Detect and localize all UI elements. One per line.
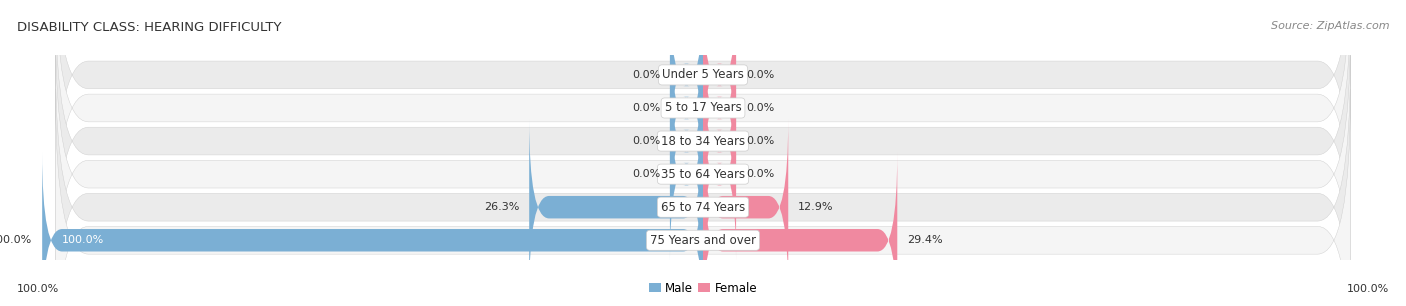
Text: 26.3%: 26.3%: [484, 202, 519, 212]
FancyBboxPatch shape: [703, 0, 737, 163]
FancyBboxPatch shape: [669, 0, 703, 163]
Text: 0.0%: 0.0%: [747, 70, 775, 80]
Text: 0.0%: 0.0%: [747, 169, 775, 179]
Text: 100.0%: 100.0%: [17, 284, 59, 294]
Text: 0.0%: 0.0%: [747, 136, 775, 146]
FancyBboxPatch shape: [703, 119, 789, 295]
FancyBboxPatch shape: [703, 20, 737, 196]
FancyBboxPatch shape: [703, 86, 737, 262]
Text: Source: ZipAtlas.com: Source: ZipAtlas.com: [1271, 21, 1389, 32]
Text: 75 Years and over: 75 Years and over: [650, 234, 756, 247]
Text: 0.0%: 0.0%: [631, 136, 659, 146]
Text: 5 to 17 Years: 5 to 17 Years: [665, 102, 741, 114]
Text: 100.0%: 100.0%: [62, 235, 104, 245]
Legend: Male, Female: Male, Female: [644, 277, 762, 299]
Text: 35 to 64 Years: 35 to 64 Years: [661, 168, 745, 181]
Text: 0.0%: 0.0%: [747, 103, 775, 113]
FancyBboxPatch shape: [55, 0, 1351, 293]
FancyBboxPatch shape: [55, 0, 1351, 259]
FancyBboxPatch shape: [669, 86, 703, 262]
FancyBboxPatch shape: [55, 23, 1351, 306]
FancyBboxPatch shape: [55, 89, 1351, 306]
FancyBboxPatch shape: [55, 0, 1351, 226]
FancyBboxPatch shape: [55, 56, 1351, 306]
Text: 29.4%: 29.4%: [907, 235, 943, 245]
FancyBboxPatch shape: [42, 152, 703, 306]
Text: 0.0%: 0.0%: [631, 70, 659, 80]
Text: 0.0%: 0.0%: [631, 103, 659, 113]
FancyBboxPatch shape: [529, 119, 703, 295]
Text: 12.9%: 12.9%: [799, 202, 834, 212]
FancyBboxPatch shape: [703, 152, 897, 306]
Text: Under 5 Years: Under 5 Years: [662, 69, 744, 81]
FancyBboxPatch shape: [703, 53, 737, 229]
Text: 0.0%: 0.0%: [631, 169, 659, 179]
FancyBboxPatch shape: [669, 20, 703, 196]
Text: 100.0%: 100.0%: [1347, 284, 1389, 294]
Text: 18 to 34 Years: 18 to 34 Years: [661, 135, 745, 147]
FancyBboxPatch shape: [669, 53, 703, 229]
Text: 100.0%: 100.0%: [0, 235, 32, 245]
Text: 65 to 74 Years: 65 to 74 Years: [661, 201, 745, 214]
Text: DISABILITY CLASS: HEARING DIFFICULTY: DISABILITY CLASS: HEARING DIFFICULTY: [17, 21, 281, 34]
